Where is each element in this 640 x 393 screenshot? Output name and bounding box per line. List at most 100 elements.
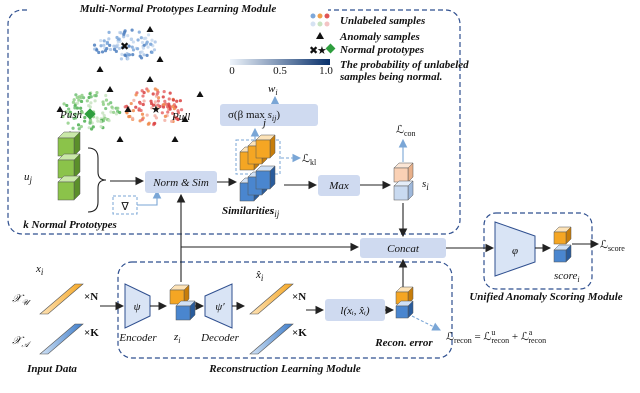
subscript: recon [528,336,546,345]
anomaly-marker [156,56,164,62]
psi-prime: ψ′ [215,301,225,313]
subscript: score [608,244,625,253]
brace [87,147,107,213]
feature-bar [39,323,84,355]
symbol: = ℒ [472,331,492,343]
similarities-label: Similarities [222,205,274,217]
symbol: ℒ [446,331,454,343]
kl-loss: ℒkl [302,153,317,167]
sample-dot [170,119,174,123]
legend: Unlabeled samples Anomaly samples ✖ ★ No… [229,13,469,83]
sample-dot [87,126,91,130]
sample-dot [129,101,133,106]
sample-dot [72,98,76,102]
feature-bar [249,283,294,315]
colorbar-tick: 0 [229,65,235,77]
sample-dot [153,40,157,44]
input-symbol: xi [35,263,44,277]
sample-dot [102,39,106,43]
legend-label: The probability of unlabeled [340,59,469,71]
cube-front [57,159,75,179]
sample-dot [141,46,146,50]
sample-dot [147,33,151,37]
sample-dot [119,31,123,35]
sample-scatter: ✖ ★ Push Pull [56,26,204,142]
sample-dot [76,112,81,116]
symbol: x̂ [255,269,261,281]
sample-dot [71,100,75,104]
symbol: u [24,171,30,183]
cube-front [57,181,75,201]
multiplier: ×K [84,327,99,339]
sample-dot [145,53,149,58]
sample-dot [127,44,131,48]
sample-dot [146,89,150,93]
sample-dot [116,106,120,110]
subscript: i [577,275,579,284]
multiplier: ×N [292,291,306,303]
sample-dot [73,106,77,110]
sample-dot [89,95,93,99]
sample-dot [140,50,144,54]
sample-dot [153,100,157,104]
module-title: Unified Anomaly Scoring Module [469,291,622,303]
sample-dot [125,111,129,115]
sample-dot [126,53,130,57]
sample-dot [163,114,168,119]
sample-dot [155,107,159,111]
psi: ψ [134,301,141,313]
sample-dot [132,98,136,102]
score-symbol: si [422,178,429,192]
sample-dot [123,29,127,33]
recon-symbol: x̂i [255,269,264,283]
sample-dot [71,126,75,130]
legend-cross: ✖ [309,45,318,57]
sample-dot [163,118,167,122]
legend-dot [317,13,323,19]
cube-front [393,167,409,183]
sample-dot [140,118,144,122]
cube-front [57,137,75,157]
sample-dot [161,95,165,99]
recon-error-label: Recon. error [374,337,433,349]
sample-dot [109,110,113,114]
sample-dot [61,114,65,119]
symbol: ℒ [302,153,310,165]
sample-dot [99,120,103,124]
cube-front [553,231,567,245]
push-label: Push [59,109,83,121]
sample-dot [131,40,135,44]
sample-dot [95,91,99,95]
concat-label: Concat [387,243,420,255]
sample-dot [151,103,156,107]
sample-dot [99,39,103,43]
sample-dot [141,102,145,107]
sample-dot [81,96,86,100]
sample-dot [120,45,125,49]
colorbar-tick: 1.0 [319,65,333,77]
legend-diamond [325,43,336,54]
sample-dot [141,94,145,98]
sample-dot [178,99,182,103]
subscript: i [41,267,44,277]
sample-dot [116,40,120,44]
prototype-caption: k Normal Prototypes [23,219,117,231]
sample-dot [83,115,87,120]
sample-dot [72,116,76,120]
sample-dot [168,107,172,111]
anomaly-marker [106,86,114,92]
sample-dot [171,111,175,116]
sample-dot [151,92,155,96]
sample-dot [79,99,84,104]
sample-dot [142,99,146,103]
sample-dot [138,101,142,106]
symbol: w [268,83,276,95]
cube-front [169,289,185,305]
legend-dot [324,21,330,27]
sample-dot [103,49,108,53]
anomaly-marker [56,106,64,112]
sample-dot [137,30,141,34]
sample-dot [139,108,143,113]
encoder [124,283,151,329]
